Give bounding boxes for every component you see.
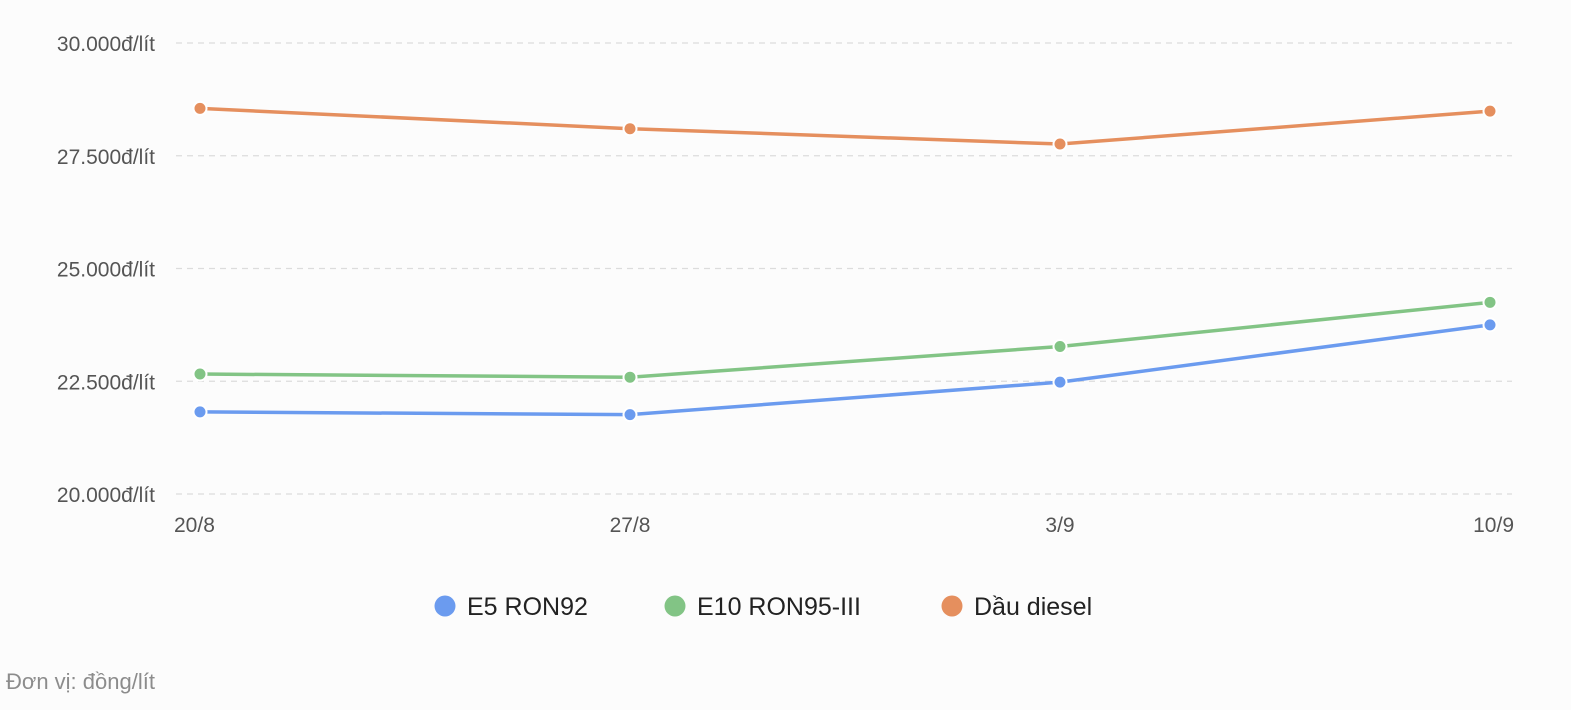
series-0	[192, 317, 1498, 423]
x-axis-tick-labels: 20/8 27/8 3/9 10/9	[174, 514, 1514, 537]
data-point[interactable]	[192, 100, 208, 116]
x-tick-label: 10/9	[1473, 514, 1514, 537]
series-line	[198, 106, 1492, 146]
series-line	[198, 323, 1492, 417]
legend-swatch-icon	[664, 595, 686, 617]
series-1	[192, 294, 1498, 385]
y-tick-label: 25.000đ/lít	[57, 259, 155, 282]
y-axis-tick-labels: 30.000đ/lít 27.500đ/lít 25.000đ/lít 22.500đ…	[57, 33, 155, 507]
data-point[interactable]	[1052, 374, 1068, 390]
legend-swatch-icon	[434, 595, 456, 617]
y-tick-label: 30.000đ/lít	[57, 33, 155, 56]
data-point[interactable]	[622, 407, 638, 423]
gridlines	[176, 42, 1512, 495]
data-point[interactable]	[622, 121, 638, 137]
data-point[interactable]	[1482, 294, 1498, 310]
y-tick-label: 20.000đ/lít	[57, 484, 155, 507]
series-2	[192, 100, 1498, 152]
series-line	[198, 300, 1492, 379]
data-point[interactable]	[192, 366, 208, 382]
y-tick-label: 27.500đ/lít	[57, 146, 155, 169]
x-tick-label: 27/8	[610, 514, 651, 537]
legend-item[interactable]: E5 RON92	[434, 593, 588, 621]
legend-label: E10 RON95-III	[697, 593, 861, 621]
legend-item[interactable]: Dầu diesel	[941, 593, 1093, 621]
x-tick-label: 3/9	[1045, 514, 1074, 537]
data-point[interactable]	[1482, 103, 1498, 119]
data-point[interactable]	[1052, 339, 1068, 355]
x-tick-label: 20/8	[174, 514, 215, 537]
legend: E5 RON92 E10 RON95-III Dầu diesel	[434, 593, 1093, 621]
legend-label: E5 RON92	[467, 593, 588, 621]
series-lines	[192, 100, 1498, 423]
legend-swatch-icon	[941, 595, 963, 617]
y-tick-label: 22.500đ/lít	[57, 371, 155, 394]
legend-item[interactable]: E10 RON95-III	[664, 593, 861, 621]
data-point[interactable]	[1052, 136, 1068, 152]
unit-note: Đơn vị: đồng/lít	[6, 669, 155, 694]
data-point[interactable]	[622, 369, 638, 385]
data-point[interactable]	[1482, 317, 1498, 333]
data-point[interactable]	[192, 404, 208, 420]
legend-label: Dầu diesel	[974, 593, 1092, 621]
